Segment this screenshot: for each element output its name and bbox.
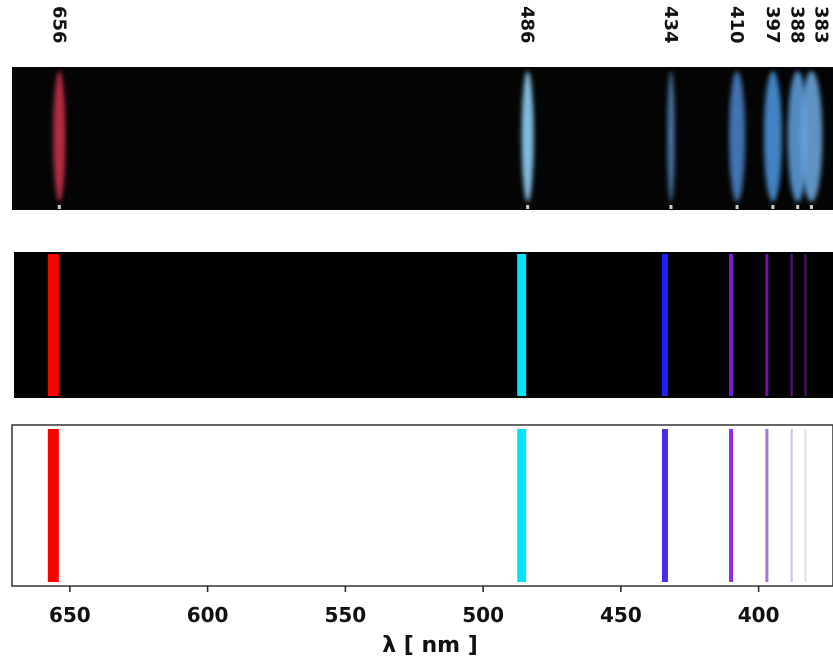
spectral-line	[661, 254, 668, 396]
spectral-line	[661, 429, 668, 582]
spectral-line	[47, 254, 59, 396]
x-tick-label: 650	[49, 603, 91, 627]
x-tick-label: 450	[600, 603, 642, 627]
line-label: 397	[762, 6, 783, 44]
x-tick-label: 400	[738, 603, 780, 627]
spectral-line	[667, 71, 675, 202]
spectral-line	[53, 71, 66, 202]
line-marker	[669, 205, 673, 209]
line-label: 383	[811, 6, 832, 44]
photo-panel	[12, 67, 833, 210]
line-marker	[526, 205, 530, 209]
line-marker	[57, 205, 61, 209]
line-marker	[796, 205, 800, 209]
spectral-line	[729, 254, 734, 396]
panel-background	[11, 424, 833, 587]
line-label: 410	[726, 6, 747, 44]
line-label: 434	[660, 6, 681, 44]
spectral-line	[517, 254, 527, 396]
spectral-line	[517, 429, 527, 582]
x-tick-label: 500	[462, 603, 504, 627]
emission-panel	[14, 252, 833, 398]
spectral-line	[765, 254, 769, 396]
line-label: 388	[787, 6, 808, 44]
line-marker	[809, 205, 813, 209]
spectral-line	[765, 429, 769, 582]
spectral-line	[804, 429, 807, 582]
panel-background	[12, 67, 833, 210]
line-marker	[735, 205, 739, 209]
x-tick-label: 600	[187, 603, 229, 627]
panel-background	[14, 252, 833, 398]
x-axis-label: λ [ nm ]	[382, 633, 478, 658]
emission-panel	[11, 424, 833, 587]
spectral-line	[729, 429, 734, 582]
spectral-line	[763, 71, 782, 202]
line-marker	[771, 205, 775, 209]
spectral-line	[790, 254, 793, 396]
spectral-line	[521, 71, 534, 202]
spectral-line	[729, 71, 746, 202]
x-tick-label: 550	[324, 603, 366, 627]
spectral-line	[800, 71, 823, 202]
spectral-line	[804, 254, 807, 396]
line-label: 656	[48, 6, 69, 44]
spectral-line	[790, 429, 793, 582]
line-label: 486	[517, 6, 538, 44]
spectral-line	[47, 429, 59, 582]
